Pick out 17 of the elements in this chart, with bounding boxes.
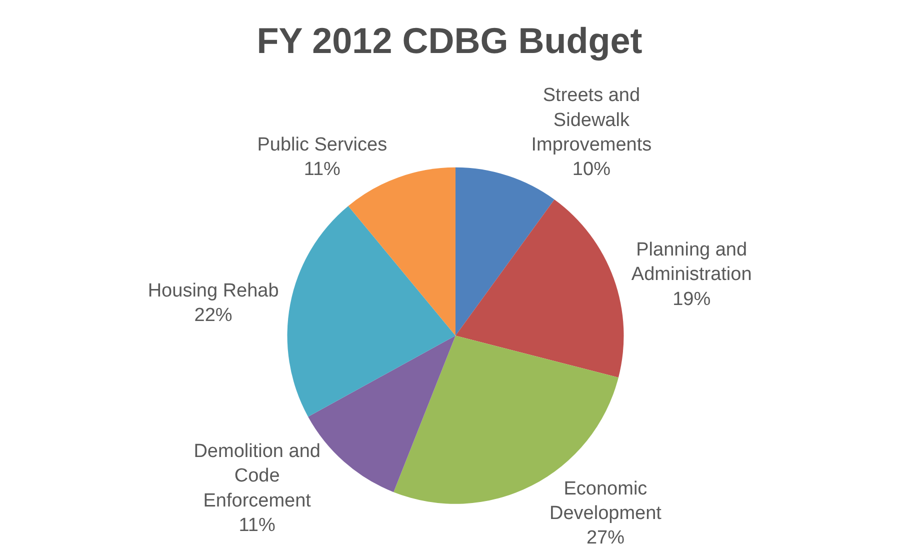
slice-label: Planning and Administration [631,239,752,286]
slice-label: Streets and Sidewalk Improvements [531,85,652,156]
slice-label: Demolition and Code Enforcement [194,441,320,512]
data-label: 11% [238,515,276,536]
pie-slice [456,167,554,336]
data-label: 10% [572,159,611,180]
data-label: 27% [586,528,625,549]
slice-label: Public Services [257,134,388,156]
pie-slice [348,167,456,336]
slice-label: Housing Rehab [148,280,279,302]
pie-slice [456,200,624,378]
chart-title: FY 2012 CDBG Budget [256,20,642,61]
pie-slice [287,206,456,417]
data-label: 22% [194,305,232,326]
data-label: 19% [672,288,711,310]
slice-label: Economic Development [549,478,662,524]
data-label: 11% [304,158,341,180]
